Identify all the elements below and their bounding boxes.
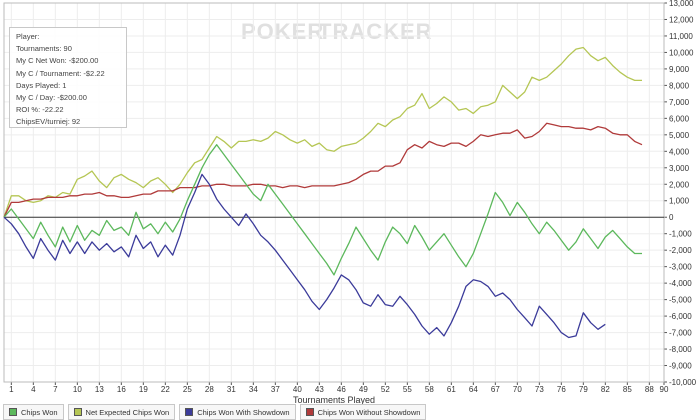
stats-line: My C / Day: -$200.00 [16,93,87,103]
y-tick-label: -6,000 [669,312,692,321]
x-tick-label: 1 [9,385,14,394]
watermark-poker: POKER [241,19,324,44]
legend-item[interactable]: Chips Won With Showdown [179,404,296,420]
series-line [3,173,606,339]
x-tick-label: 4 [31,385,36,394]
y-tick-label: -1,000 [669,230,692,239]
y-tick-label: 7,000 [669,98,690,107]
x-axis-title: Tournaments Played [293,395,375,405]
stats-line: Days Played: 1 [16,80,67,90]
x-tick-label: 52 [381,385,390,394]
stats-line: Tournaments: 90 [16,44,72,54]
x-tick-label: 55 [403,385,412,394]
y-tick-label: 10,000 [669,48,694,57]
x-tick-label: 70 [513,385,522,394]
series-line [3,46,642,218]
series-line [3,144,642,276]
x-tick-label: 58 [425,385,434,394]
series-lines [3,46,643,339]
legend-item[interactable]: Chips Won [3,404,64,420]
legend-label: Net Expected Chips Won [85,407,170,417]
y-tick-label: -2,000 [669,246,692,255]
y-tick-label: 3,000 [669,164,690,173]
plot-border [3,2,665,383]
y-tick-label: 5,000 [669,131,690,140]
stats-box: Player: Tournaments: 90 My C Net Won: -$20… [9,27,127,128]
y-tick-label: 1,000 [669,197,690,206]
legend-item[interactable]: Chips Won Without Showdown [299,404,427,420]
y-tick-label: -5,000 [669,296,692,305]
x-tick-label: 22 [161,385,170,394]
x-tick-label: 88 [645,385,654,394]
x-tick-label: 61 [447,385,456,394]
chart-area: POKER TRACKER -10,000-9,000-8,000-7,000-… [3,0,697,405]
x-tick-label: 82 [601,385,610,394]
x-tick-label: 31 [227,385,236,394]
stats-line: My C / Tournament: -$2.22 [16,68,105,78]
y-tick-label: -7,000 [669,329,692,338]
x-tick-label: 13 [95,385,104,394]
stats-line: ROI %: -22.22 [16,105,64,115]
x-tick-label: 37 [271,385,280,394]
watermark-tracker: TRACKER [318,19,433,44]
y-tick-label: 12,000 [669,15,694,24]
legend: Chips Won Net Expected Chips Won Chips Won… [0,404,700,420]
y-tick-label: 4,000 [669,147,690,156]
legend-label: Chips Won [21,407,58,417]
x-tick-label: 25 [183,385,192,394]
x-tick-label: 85 [623,385,632,394]
x-tick-label: 76 [557,385,566,394]
x-tick-label: 64 [469,385,478,394]
y-tick-label: 11,000 [669,32,693,41]
x-tick-label: 19 [139,385,148,394]
y-tick-label: -4,000 [669,279,692,288]
stats-line: My C Net Won: -$200.00 [16,56,99,66]
series-line [3,122,643,218]
y-tick-label: 13,000 [669,0,694,8]
x-tick-label: 49 [359,385,368,394]
stats-line: ChipsEV/turniej: 92 [16,117,81,127]
x-tick-label: 28 [205,385,214,394]
y-tick-label: -10,000 [669,378,697,387]
x-tick-label: 16 [117,385,126,394]
y-tick-label: -8,000 [669,345,692,354]
x-tick-label: 40 [293,385,302,394]
y-tick-label: 2,000 [669,180,690,189]
legend-swatch [185,408,194,416]
legend-item[interactable]: Net Expected Chips Won [67,404,176,420]
y-tick-label: -3,000 [669,263,692,272]
axes: -10,000 -9,000 -8,000 -7,000 -6,000 -5,000 -4,… [3,0,697,394]
x-tick-label: 90 [660,385,669,394]
legend-swatch [305,408,314,416]
x-tick-label: 43 [315,385,324,394]
legend-label: Chips Won With Showdown [197,407,290,417]
y-tick-label: 0 [669,213,674,222]
x-tick-label: 10 [73,385,82,394]
x-tick-label: 79 [579,385,588,394]
x-tick-label: 67 [491,385,500,394]
x-tick-label: 46 [337,385,346,394]
y-tick-label: 9,000 [669,65,690,74]
x-tick-label: 73 [535,385,544,394]
y-tick-label: -9,000 [669,362,692,371]
legend-swatch [9,408,17,416]
x-tick-label: 34 [249,385,258,394]
y-tick-label: 8,000 [669,81,690,90]
legend-label: Chips Won Without Showdown [317,407,421,417]
legend-swatch [73,408,82,416]
y-tick-label: 6,000 [669,114,690,123]
x-tick-label: 7 [53,385,58,394]
stats-line: Player: [16,32,40,41]
